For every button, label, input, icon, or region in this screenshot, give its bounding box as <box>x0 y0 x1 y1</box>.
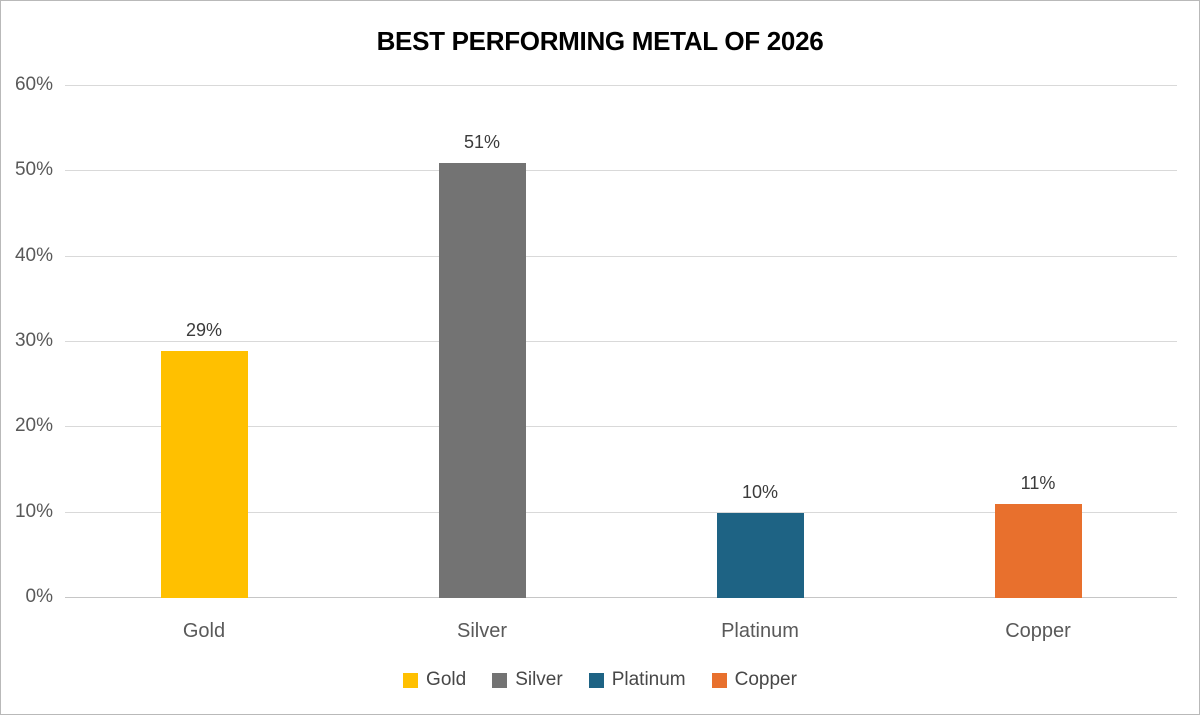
legend-item-copper: Copper <box>711 667 797 693</box>
bar-value-label-gold: 29% <box>185 319 223 340</box>
gridline <box>65 341 1177 342</box>
legend-item-silver: Silver <box>492 667 563 693</box>
legend-item-platinum: Platinum <box>588 667 686 693</box>
legend-label-copper: Copper <box>734 669 797 690</box>
legend-swatch-gold <box>403 672 419 688</box>
category-label-gold: Gold <box>182 620 226 642</box>
bar-value-label-silver: 51% <box>463 131 501 152</box>
legend-label-platinum: Platinum <box>611 669 686 690</box>
bar-copper <box>994 504 1082 598</box>
y-axis-tick-label: 30% <box>14 330 53 351</box>
y-axis-tick-label: 20% <box>14 415 53 437</box>
bar-silver <box>438 162 526 598</box>
bar-gold <box>160 350 248 598</box>
legend-label-gold: Gold <box>426 669 467 690</box>
gridline <box>65 511 1177 513</box>
gridline <box>65 426 1177 428</box>
x-axis-line <box>65 597 1177 598</box>
chart-title: BEST PERFORMING METAL OF 2026 <box>376 26 824 56</box>
legend-swatch-copper <box>711 672 727 688</box>
legend: Gold Silver Platinum Copper <box>1 667 1199 693</box>
category-label-platinum: Platinum <box>721 620 799 642</box>
category-label-silver: Silver <box>456 620 507 642</box>
legend-swatch-platinum <box>588 672 604 688</box>
legend-label-silver: Silver <box>515 669 563 690</box>
bar-platinum <box>716 512 804 598</box>
plot-area: 0% 10% 20% 30% 40% 50% 60% 29% Gold 51% Silver 10% P… <box>15 74 1177 642</box>
y-axis-tick-label: 50% <box>14 159 53 181</box>
y-axis-tick-label: 60% <box>14 74 53 95</box>
bar-value-label-copper: 11% <box>1020 473 1056 494</box>
gridline <box>65 255 1177 257</box>
y-axis-tick-label: 40% <box>14 244 53 266</box>
legend-swatch-silver <box>492 672 508 688</box>
y-axis-tick-label: 10% <box>14 500 53 522</box>
gridline <box>65 85 1177 86</box>
category-label-copper: Copper <box>1005 620 1071 642</box>
y-axis-tick-label: 0% <box>25 586 53 607</box>
gridline <box>65 170 1177 172</box>
legend-item-gold: Gold <box>403 667 466 693</box>
bar-value-label-platinum: 10% <box>741 481 779 502</box>
